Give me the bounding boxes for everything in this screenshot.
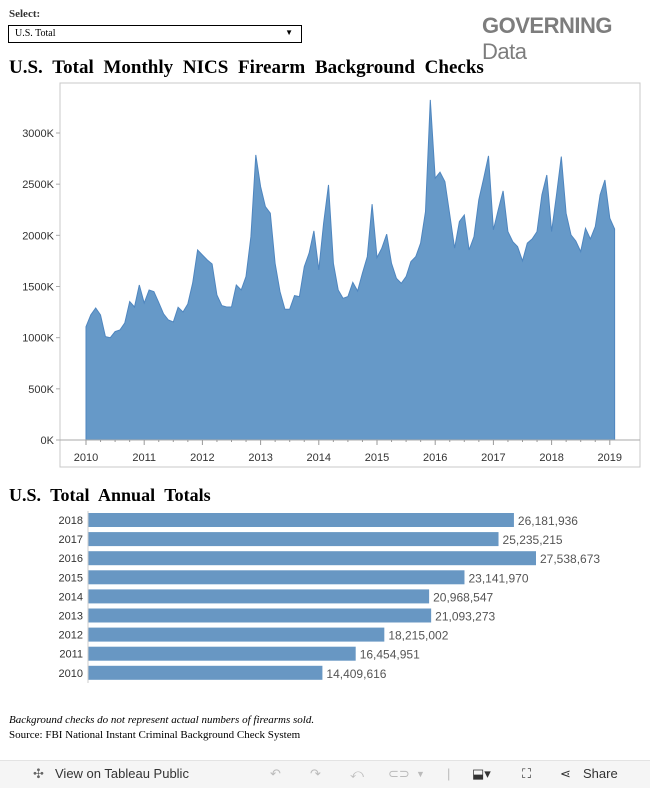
x-tick-label: 2013 xyxy=(248,452,272,464)
filter-dropdown[interactable]: U.S. Total ▼ xyxy=(8,25,302,43)
x-tick-label: 2012 xyxy=(190,452,214,464)
bar-2017 xyxy=(88,532,499,547)
redo-icon[interactable]: ↷ xyxy=(310,766,321,781)
y-tick-label: 500K xyxy=(28,384,54,396)
annual-bar-chart: 2018 26,181,936 2017 25,235,215 2016 27,538,6… xyxy=(59,511,600,683)
y-tick-label: 1500K xyxy=(22,282,54,294)
bar-value-label: 25,235,215 xyxy=(503,533,563,547)
bar-2016 xyxy=(88,551,536,566)
download-icon[interactable]: ⬓▾ xyxy=(472,766,491,781)
area-series xyxy=(85,99,616,441)
view-on-tableau-link[interactable]: View on Tableau Public xyxy=(55,766,189,781)
x-tick-label: 2016 xyxy=(423,452,447,464)
bar-value-label: 26,181,936 xyxy=(518,514,578,528)
share-icon[interactable]: ⋖ xyxy=(560,766,571,781)
bar-2013 xyxy=(88,608,432,623)
footnote: Background checks do not represent actua… xyxy=(9,714,315,726)
bar-2010 xyxy=(88,665,323,680)
bar-category-label: 2012 xyxy=(59,630,83,642)
bar-value-label: 16,454,951 xyxy=(360,648,420,662)
caret-down-icon: ▼ xyxy=(285,28,293,37)
x-tick-label: 2010 xyxy=(74,452,98,464)
undo-icon[interactable]: ↶ xyxy=(270,766,281,781)
bar-2014 xyxy=(88,589,430,604)
source-note: Source: FBI National Instant Criminal Ba… xyxy=(9,729,301,741)
refresh-icon[interactable]: ⊂⊃ xyxy=(388,766,410,781)
y-tick-label: 3000K xyxy=(22,128,54,140)
annual-chart-title: U.S. Total Annual Totals xyxy=(9,485,211,505)
bar-category-label: 2015 xyxy=(59,572,83,584)
tableau-logo-icon: ✣ xyxy=(33,766,44,781)
x-tick-label: 2011 xyxy=(132,452,156,464)
monthly-chart-title: U.S. Total Monthly NICS Firearm Backgrou… xyxy=(9,57,484,78)
refresh-dropdown-icon[interactable]: ▼ xyxy=(416,769,425,779)
filter-label: Select: xyxy=(9,8,41,20)
tableau-toolbar: ✣ View on Tableau Public ↶ ↷ ⤺ ⊂⊃ ▼ | ⬓▾… xyxy=(0,760,650,788)
bar-value-label: 27,538,673 xyxy=(540,552,600,566)
x-tick-label: 2015 xyxy=(365,452,389,464)
filter-value: U.S. Total xyxy=(15,28,56,39)
bar-category-label: 2010 xyxy=(59,668,83,680)
bar-value-label: 21,093,273 xyxy=(435,610,495,624)
governing-logo: GOVERNING Data xyxy=(482,13,612,64)
bar-category-label: 2017 xyxy=(59,534,83,546)
y-tick-label: 2500K xyxy=(22,179,54,191)
bar-2012 xyxy=(88,627,385,642)
bar-value-label: 23,141,970 xyxy=(468,571,528,585)
bar-category-label: 2014 xyxy=(59,591,83,603)
bar-category-label: 2013 xyxy=(59,611,83,623)
share-button[interactable]: Share xyxy=(583,766,618,781)
bar-category-label: 2016 xyxy=(59,553,83,565)
y-tick-label: 0K xyxy=(41,435,55,447)
bar-category-label: 2011 xyxy=(59,649,83,661)
bar-value-label: 20,968,547 xyxy=(433,590,493,604)
bar-value-label: 14,409,616 xyxy=(326,667,386,681)
bar-2018 xyxy=(88,513,514,527)
plot-frame xyxy=(59,82,641,468)
y-tick-label: 2000K xyxy=(22,230,54,242)
divider: | xyxy=(447,766,451,781)
x-tick-label: 2014 xyxy=(307,452,331,464)
bar-2011 xyxy=(88,646,356,661)
bar-2015 xyxy=(88,570,465,585)
monthly-area-chart: 0K 500K 1000K 1500K 2000K 2500K 3000K 2010 2011 2… xyxy=(22,82,641,468)
bar-category-label: 2018 xyxy=(59,515,83,527)
revert-icon[interactable]: ⤺ xyxy=(350,766,364,781)
x-tick-label: 2019 xyxy=(598,452,622,464)
x-tick-label: 2018 xyxy=(539,452,563,464)
x-tick-label: 2017 xyxy=(481,452,505,464)
bar-value-label: 18,215,002 xyxy=(388,629,448,643)
fullscreen-icon[interactable]: ⛶ xyxy=(522,766,532,781)
y-tick-label: 1000K xyxy=(22,333,54,345)
